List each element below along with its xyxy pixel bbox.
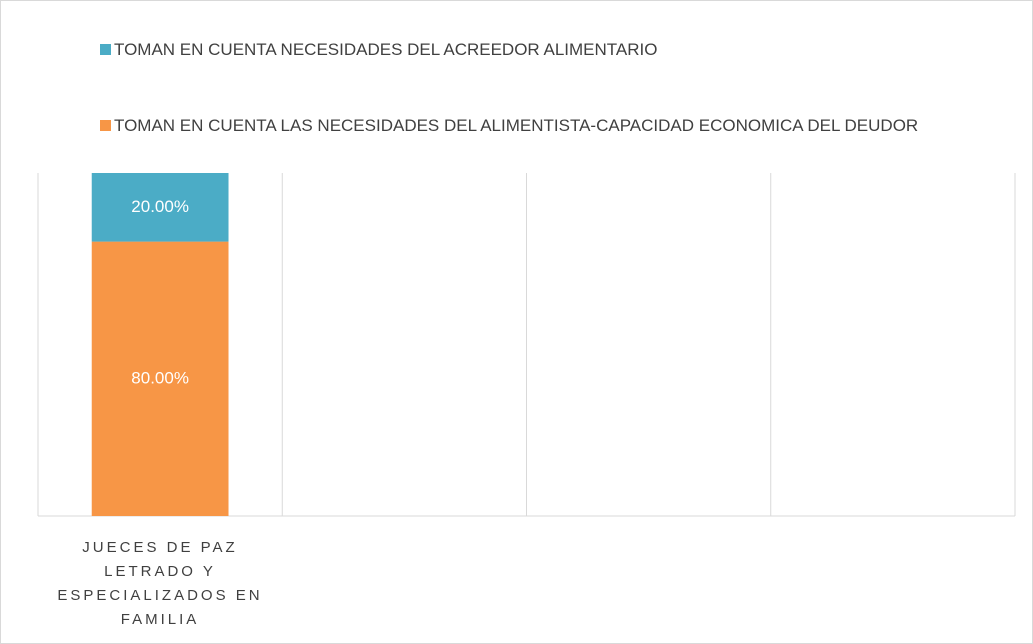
legend-swatch bbox=[100, 44, 111, 55]
bar-segment bbox=[91, 173, 229, 242]
bar-segment bbox=[91, 241, 229, 516]
legend-label: TOMAN EN CUENTA LAS NECESIDADES DEL ALIM… bbox=[114, 116, 919, 135]
legend-label: TOMAN EN CUENTA NECESIDADES DEL ACREEDOR… bbox=[114, 40, 658, 59]
legend-item: TOMAN EN CUENTA NECESIDADES DEL ACREEDOR… bbox=[100, 37, 984, 63]
x-tick-label: JUECES DE PAZ LETRADO Y ESPECIALIZADOS E… bbox=[38, 536, 282, 632]
x-tick-label-text: JUECES DE PAZ LETRADO Y ESPECIALIZADOS E… bbox=[57, 539, 263, 628]
legend-item: TOMAN EN CUENTA LAS NECESIDADES DEL ALIM… bbox=[100, 113, 984, 139]
legend-swatch bbox=[100, 120, 111, 131]
data-label: 80.00% bbox=[131, 368, 189, 387]
data-label: 20.00% bbox=[131, 197, 189, 216]
